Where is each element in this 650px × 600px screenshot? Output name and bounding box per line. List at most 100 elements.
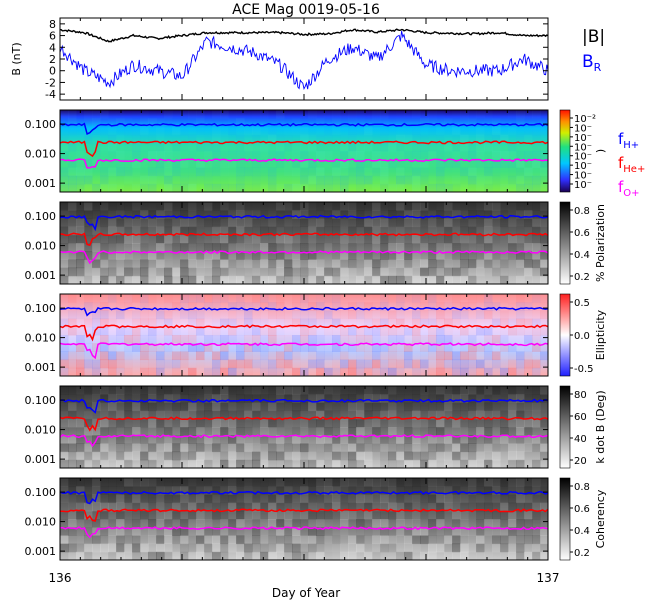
heatmap-cell <box>140 275 149 285</box>
heatmap-cell <box>540 151 549 160</box>
heatmap-cell <box>452 510 461 520</box>
heatmap-cell <box>404 551 413 561</box>
heatmap-cell <box>308 359 317 369</box>
heatmap-cell <box>164 226 173 236</box>
heatmap-cell <box>148 110 157 119</box>
heatmap-cell <box>308 394 317 403</box>
heatmap-cell <box>508 210 517 219</box>
heatmap-cell <box>420 294 429 303</box>
heatmap-cell <box>84 519 93 528</box>
heatmap-cell <box>204 167 213 177</box>
heatmap-cell <box>436 502 445 512</box>
heatmap-cell <box>92 543 101 553</box>
heatmap-cell <box>540 351 549 361</box>
heatmap-cell <box>324 218 333 228</box>
heatmap-cell <box>228 519 237 528</box>
heatmap-cell <box>380 459 389 469</box>
heatmap-cell <box>324 502 333 512</box>
colorbar-tick-label: 10⁻ <box>574 152 592 163</box>
heatmap-cell <box>188 110 197 119</box>
heatmap-cell <box>252 527 261 536</box>
heatmap-cell <box>500 410 509 420</box>
heatmap-cell <box>124 294 133 303</box>
heatmap-cell <box>196 176 205 185</box>
y-tick-label: 0.001 <box>25 177 57 190</box>
heatmap-cell <box>492 418 501 428</box>
heatmap-cell <box>332 243 341 252</box>
heatmap-cell <box>460 202 469 211</box>
heatmap-cell <box>476 486 485 495</box>
heatmap-cell <box>468 234 477 244</box>
heatmap-cell <box>372 418 381 428</box>
heatmap-cell <box>156 234 165 244</box>
heatmap-cell <box>476 126 485 136</box>
heatmap-cell <box>164 210 173 219</box>
heatmap-cell <box>132 411 141 420</box>
heatmap-cell <box>164 126 173 135</box>
heatmap-cell <box>436 267 445 277</box>
heatmap-cell <box>204 519 213 528</box>
heatmap-cell <box>164 368 173 377</box>
heatmap-cell <box>76 126 85 135</box>
heatmap-cell <box>420 359 429 369</box>
heatmap-cell <box>116 478 125 487</box>
heatmap-cell <box>164 251 173 260</box>
heatmap-cell <box>420 167 429 177</box>
heatmap-cell <box>156 460 165 469</box>
heatmap-cell <box>196 386 205 395</box>
heatmap-cell <box>252 302 261 311</box>
heatmap-cell <box>244 135 253 144</box>
heatmap-cell <box>116 176 125 185</box>
heatmap-cell <box>380 259 389 269</box>
heatmap-cell <box>508 234 517 244</box>
heatmap-cell <box>284 443 293 453</box>
heatmap-cell <box>508 443 517 453</box>
heatmap-cell <box>468 210 477 219</box>
heatmap-cell <box>236 151 245 160</box>
heatmap-cell <box>420 275 429 285</box>
heatmap-cell <box>188 175 197 185</box>
heatmap-cell <box>60 459 69 469</box>
heatmap-cell <box>268 435 277 444</box>
heatmap-cell <box>180 310 189 320</box>
heatmap-cell <box>532 234 541 244</box>
heatmap-cell <box>468 535 477 545</box>
heatmap-cell <box>172 502 181 512</box>
heatmap-cell <box>172 202 181 211</box>
heatmap-cell <box>236 386 245 395</box>
heatmap-cell <box>468 167 477 177</box>
heatmap-cell <box>532 126 541 136</box>
heatmap-cell <box>404 310 413 319</box>
heatmap-cell <box>476 527 485 536</box>
heatmap-cell <box>364 275 373 285</box>
heatmap-cell <box>116 294 125 303</box>
heatmap-cell <box>452 402 461 412</box>
heatmap-cell <box>132 234 141 244</box>
heatmap-cell <box>228 318 237 328</box>
heatmap-cell <box>324 527 333 536</box>
heatmap-cell <box>332 143 341 152</box>
heatmap-cell <box>68 451 77 461</box>
heatmap-cell <box>468 310 477 319</box>
heatmap-cell <box>164 243 173 252</box>
heatmap-cell <box>196 159 205 168</box>
heatmap-cell <box>516 151 525 160</box>
heatmap-cell <box>116 310 125 320</box>
heatmap-cell <box>276 494 285 504</box>
heatmap-cell <box>380 275 389 285</box>
heatmap-cell <box>276 502 285 512</box>
heatmap-cell <box>324 151 333 160</box>
heatmap-cell <box>204 126 213 135</box>
heatmap-cell <box>172 183 181 193</box>
heatmap-cell <box>500 367 509 377</box>
heatmap-cell <box>324 343 333 352</box>
heatmap-cell <box>76 167 85 177</box>
heatmap-cell <box>244 259 253 269</box>
heatmap-cell <box>396 486 405 495</box>
heatmap-cell <box>68 418 77 428</box>
heatmap-cell <box>236 535 245 545</box>
heatmap-cell <box>540 359 549 369</box>
heatmap-cell <box>484 251 493 260</box>
heatmap-cell <box>364 159 373 168</box>
heatmap-cell <box>236 359 245 369</box>
